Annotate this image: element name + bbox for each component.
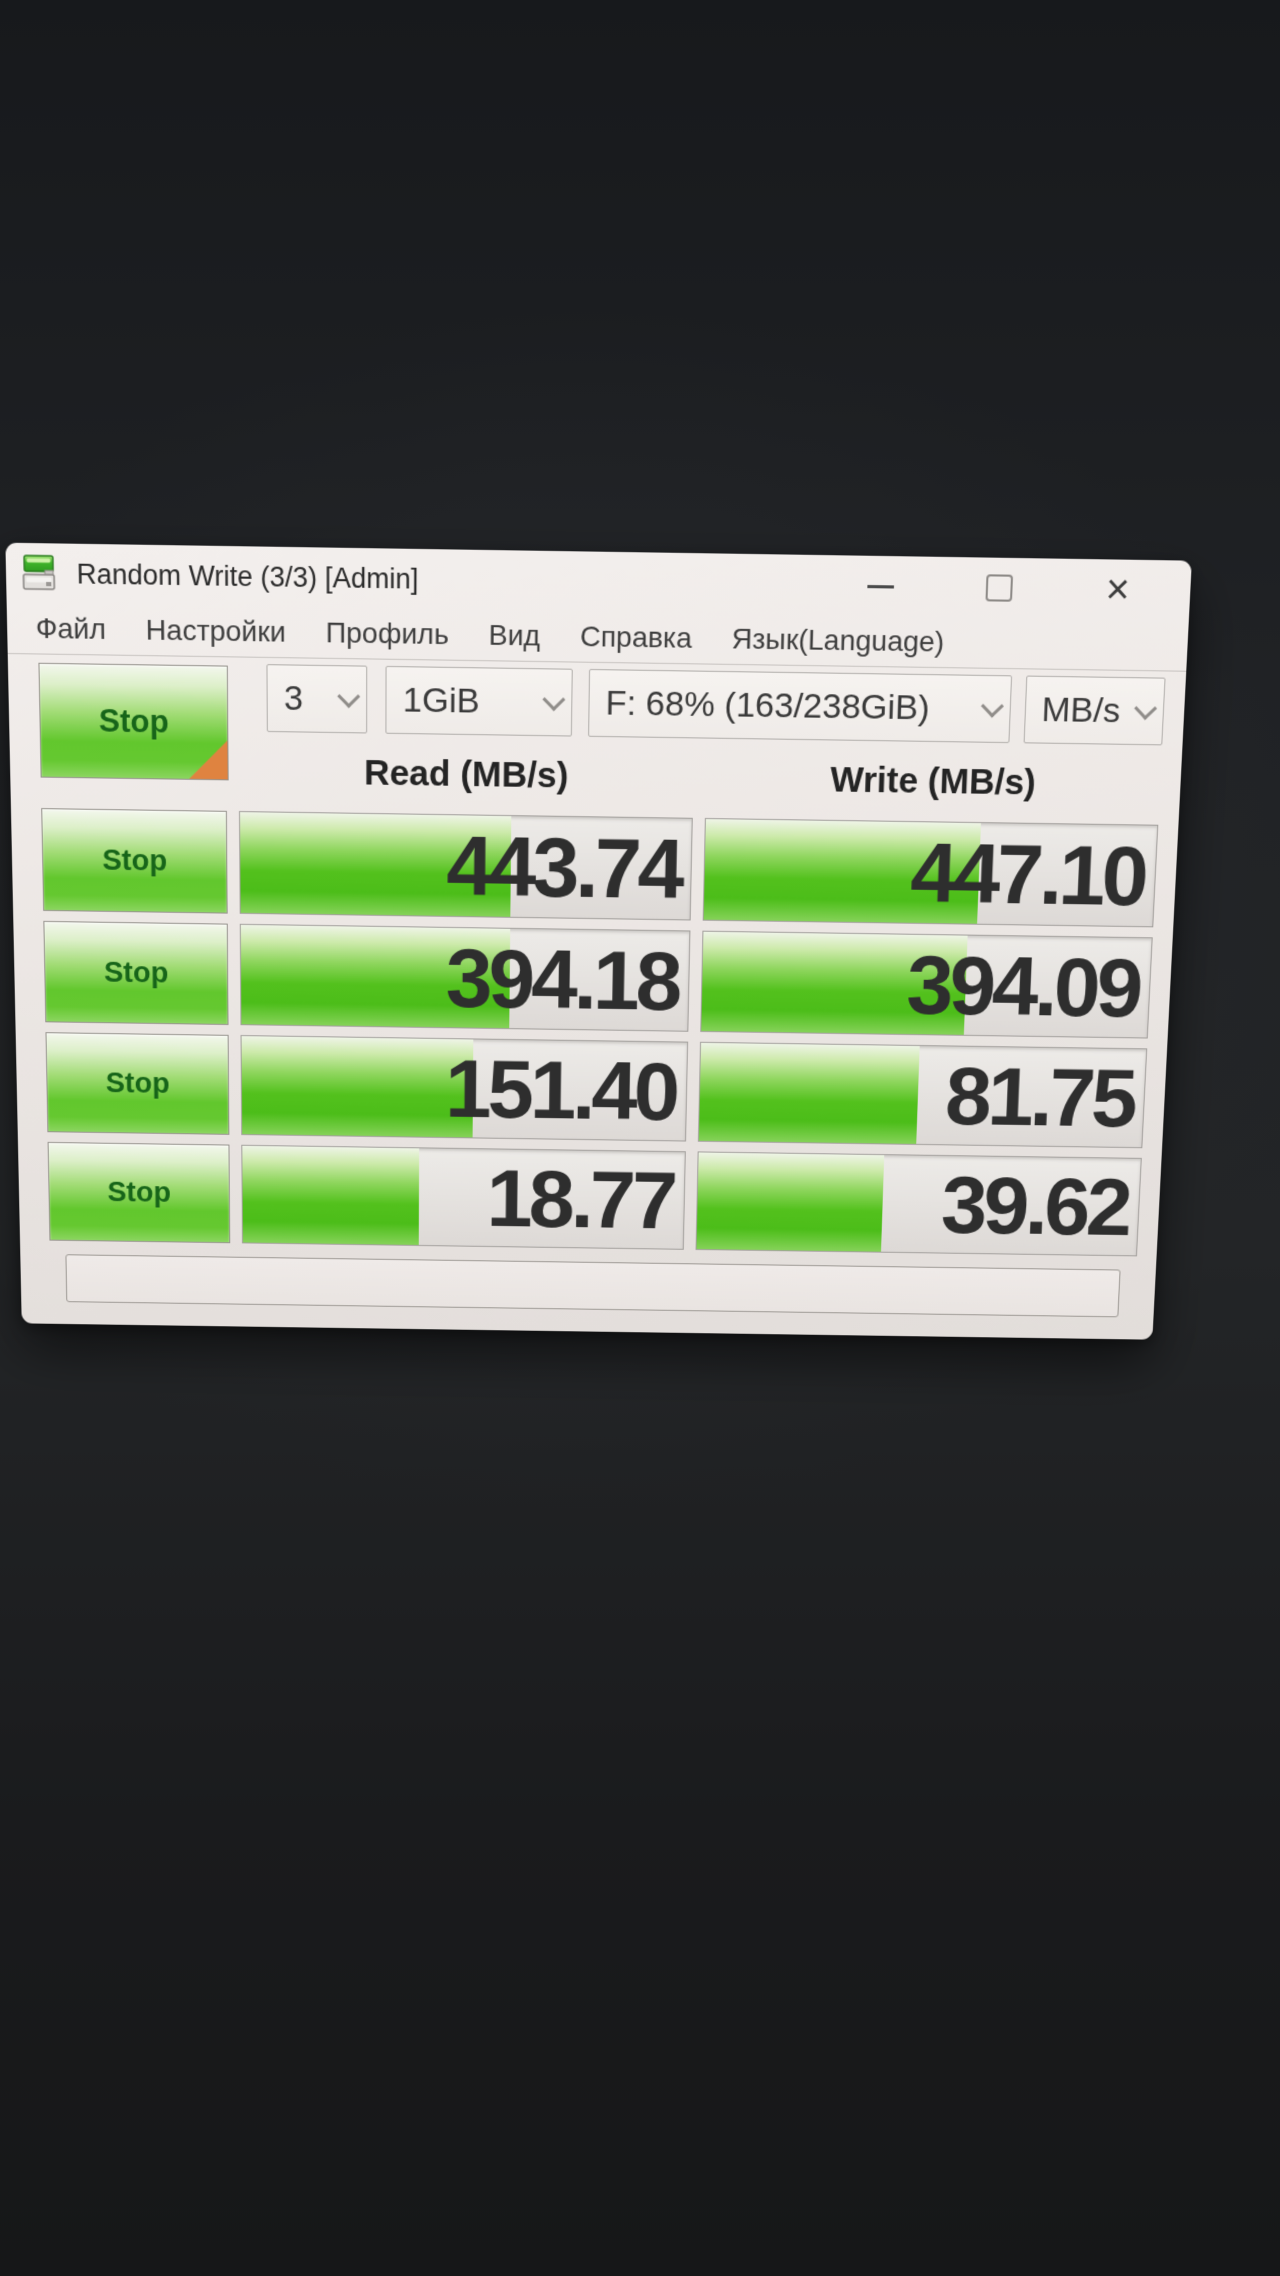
write-result-bar-4: 39.62 <box>695 1151 1142 1257</box>
test-count-select[interactable]: 3 <box>266 664 368 734</box>
read-result-bar-3: 151.40 <box>240 1035 689 1142</box>
read-result-bar-1: 443.74 <box>238 811 693 921</box>
read-value: 394.18 <box>445 930 680 1028</box>
stop-label: Stop <box>102 843 168 878</box>
maximize-button[interactable] <box>983 572 1015 604</box>
bar-fill <box>241 1036 474 1138</box>
table-row: Stop 18.77 39.62 <box>47 1141 1142 1257</box>
write-result-bar-3: 81.75 <box>697 1041 1148 1149</box>
bar-fill <box>698 1042 920 1144</box>
target-drive-select[interactable]: F: 68% (163/238GiB) <box>587 668 1012 744</box>
stop-all-label: Stop <box>98 702 170 740</box>
window-title: Random Write (3/3) [Admin] <box>76 557 419 595</box>
minimize-button[interactable] <box>865 570 897 602</box>
stop-label: Stop <box>107 1176 172 1209</box>
stop-row-1-button[interactable]: Stop <box>41 808 228 914</box>
test-size-value: 1GiB <box>402 680 480 721</box>
chevron-down-icon <box>337 684 361 709</box>
read-value: 151.40 <box>445 1041 678 1138</box>
read-value: 18.77 <box>486 1152 675 1246</box>
read-header: Read (MB/s) <box>363 752 569 796</box>
table-row: Stop 151.40 81.75 <box>45 1032 1148 1149</box>
window-controls: × <box>865 566 1134 613</box>
main-content: Stop 3 1GiB F: 68% (163/238GiB) MB/s <box>8 654 1187 1318</box>
write-result-bar-2: 394.09 <box>700 930 1153 1039</box>
stop-all-button[interactable]: Stop <box>38 662 229 781</box>
stop-label: Stop <box>103 956 169 989</box>
status-bar <box>65 1254 1121 1318</box>
write-value: 39.62 <box>939 1158 1131 1253</box>
write-header: Write (MB/s) <box>829 759 1037 803</box>
unit-value: MB/s <box>1040 689 1122 730</box>
stop-row-3-button[interactable]: Stop <box>45 1032 230 1135</box>
menu-language[interactable]: Язык(Language) <box>731 622 945 658</box>
maximize-icon <box>985 574 1014 602</box>
target-drive-value: F: 68% (163/238GiB) <box>605 683 931 728</box>
chevron-down-icon <box>980 694 1004 718</box>
table-row: Stop 443.74 447.10 <box>41 808 1159 928</box>
stop-label: Stop <box>105 1067 170 1100</box>
write-value: 81.75 <box>943 1049 1137 1145</box>
menu-settings[interactable]: Настройки <box>145 613 286 648</box>
bar-fill <box>696 1152 885 1252</box>
read-result-bar-2: 394.18 <box>239 923 691 1032</box>
write-value: 394.09 <box>905 937 1142 1035</box>
crystaldiskmark-window: Random Write (3/3) [Admin] × Файл Настро… <box>5 542 1192 1340</box>
corner-fold-icon <box>188 740 228 780</box>
bar-fill <box>242 1145 420 1245</box>
close-icon: × <box>1104 566 1131 613</box>
table-row: Stop 394.18 394.09 <box>43 920 1153 1039</box>
unit-select[interactable]: MB/s <box>1023 675 1166 746</box>
test-count-value: 3 <box>283 678 304 718</box>
menu-help[interactable]: Справка <box>579 620 693 654</box>
chevron-down-icon <box>542 687 566 712</box>
app-icon <box>20 552 62 594</box>
write-value: 447.10 <box>909 825 1148 924</box>
close-button[interactable]: × <box>1102 566 1134 613</box>
chevron-down-icon <box>1134 696 1158 721</box>
menu-file[interactable]: Файл <box>35 611 107 646</box>
test-size-select[interactable]: 1GiB <box>385 665 573 737</box>
menu-view[interactable]: Вид <box>488 618 541 652</box>
menu-profile[interactable]: Профиль <box>325 616 449 651</box>
stop-row-4-button[interactable]: Stop <box>47 1141 231 1244</box>
stop-row-2-button[interactable]: Stop <box>43 920 229 1025</box>
read-value: 443.74 <box>446 818 682 917</box>
title-bar: Random Write (3/3) [Admin] × <box>5 543 1191 621</box>
minimize-icon <box>867 584 895 588</box>
write-result-bar-1: 447.10 <box>702 817 1159 928</box>
read-result-bar-4: 18.77 <box>241 1144 686 1250</box>
toolbar: 3 1GiB F: 68% (163/238GiB) MB/s <box>266 658 1166 752</box>
